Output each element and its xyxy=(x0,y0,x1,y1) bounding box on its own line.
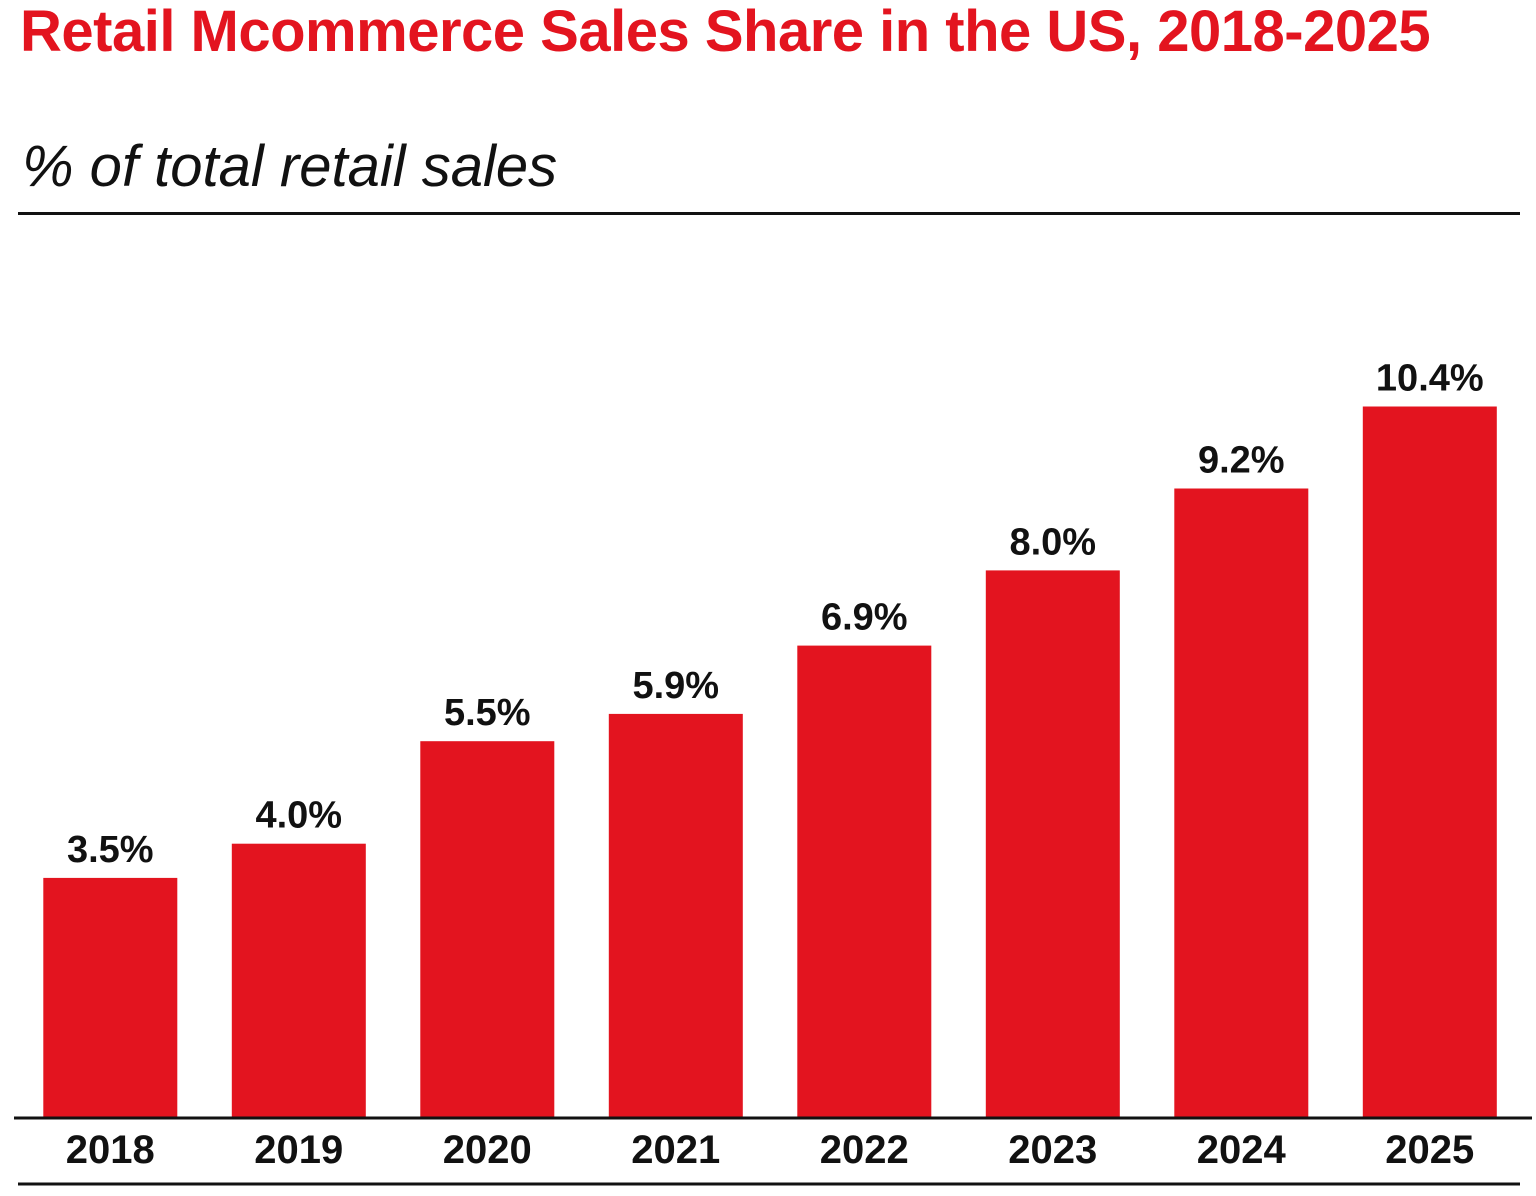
bar-2024 xyxy=(1174,488,1309,1117)
data-label-2022: 6.9% xyxy=(821,597,908,639)
chart-title: Retail Mcommerce Sales Share in the US, … xyxy=(20,0,1431,64)
x-tick-2023: 2023 xyxy=(1008,1128,1097,1172)
bar-2023 xyxy=(985,570,1120,1117)
data-label-2025: 10.4% xyxy=(1376,358,1484,400)
data-label-2020: 5.5% xyxy=(444,692,531,734)
x-tick-2022: 2022 xyxy=(820,1128,909,1172)
data-label-2019: 4.0% xyxy=(255,795,342,837)
x-tick-2024: 2024 xyxy=(1197,1128,1287,1172)
data-label-2024: 9.2% xyxy=(1198,440,1285,482)
bar-2025 xyxy=(1362,406,1497,1117)
data-label-2018: 3.5% xyxy=(67,829,154,871)
data-label-2021: 5.9% xyxy=(632,665,719,707)
bar-2018 xyxy=(43,877,178,1117)
x-tick-2021: 2021 xyxy=(631,1128,720,1172)
chart-subtitle: % of total retail sales xyxy=(22,134,558,199)
bar-2021 xyxy=(608,713,743,1117)
bars-group: 3.5% 4.0% 5.5% 5.9% 6.9% 8.0% 9.2% 10.4% xyxy=(43,358,1497,1117)
data-label-2023: 8.0% xyxy=(1009,521,1096,563)
bar-2022 xyxy=(797,645,932,1117)
x-tick-2019: 2019 xyxy=(254,1128,343,1172)
x-tick-2020: 2020 xyxy=(443,1128,532,1172)
x-tick-labels: 2018 2019 2020 2021 2022 2023 2024 2025 xyxy=(66,1128,1474,1172)
x-tick-2025: 2025 xyxy=(1385,1128,1474,1172)
bar-2019 xyxy=(231,843,366,1117)
bar-2020 xyxy=(420,741,555,1117)
x-tick-2018: 2018 xyxy=(66,1128,155,1172)
title-divider xyxy=(18,212,1520,215)
